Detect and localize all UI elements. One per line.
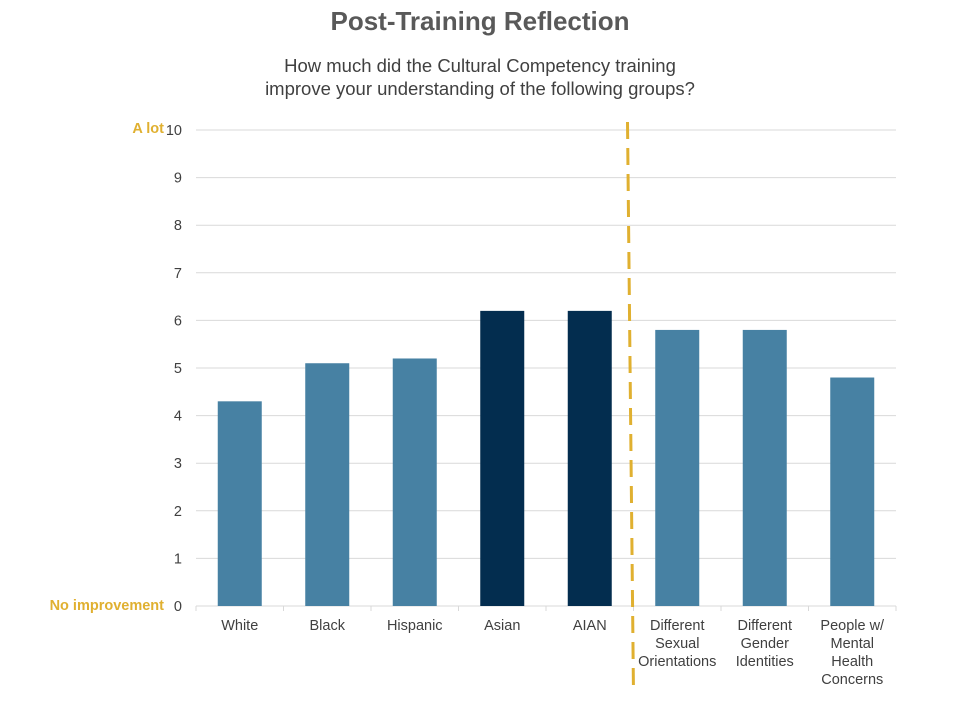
- bar: [392, 358, 437, 606]
- y-tick-label: 0: [174, 599, 182, 615]
- x-tick-label: Black: [310, 618, 346, 634]
- y-tick-label: 6: [174, 313, 182, 329]
- y-tick-label: 10: [166, 123, 182, 139]
- bar: [217, 401, 262, 606]
- y-tick-label: 5: [174, 361, 182, 377]
- y-tick-label: 8: [174, 218, 182, 234]
- bar: [742, 329, 787, 606]
- y-tick-label: 4: [174, 409, 182, 425]
- x-tick-label: White: [221, 618, 258, 634]
- scale-low-label: No improvement: [49, 598, 164, 614]
- x-tick-label: Different Gender Identities: [736, 618, 794, 670]
- bar: [567, 310, 612, 606]
- y-tick-label: 7: [174, 266, 182, 282]
- bar: [655, 329, 700, 606]
- divider-line: [626, 121, 635, 695]
- chart-subtitle: How much did the Cultural Competency tra…: [0, 54, 960, 100]
- y-tick-label: 2: [174, 504, 182, 520]
- y-tick-label: 9: [174, 171, 182, 187]
- subtitle-line-2: improve your understanding of the follow…: [265, 78, 695, 99]
- bar: [830, 377, 875, 606]
- x-tick-label: Hispanic: [387, 618, 443, 634]
- x-tick-label: People w/Mental Health Concerns: [820, 618, 885, 688]
- bar: [305, 363, 350, 606]
- chart-title: Post-Training Reflection: [330, 6, 630, 36]
- y-tick-label: 1: [174, 551, 182, 567]
- x-tick-label: Different Sexual Orientations: [638, 618, 716, 670]
- y-tick-label: 3: [174, 456, 182, 472]
- x-tick-label: Asian: [484, 618, 520, 634]
- x-tick-label: AIAN: [573, 618, 607, 634]
- scale-high-label: A lot: [132, 121, 164, 137]
- bar: [480, 310, 525, 606]
- subtitle-line-1: How much did the Cultural Competency tra…: [284, 55, 676, 76]
